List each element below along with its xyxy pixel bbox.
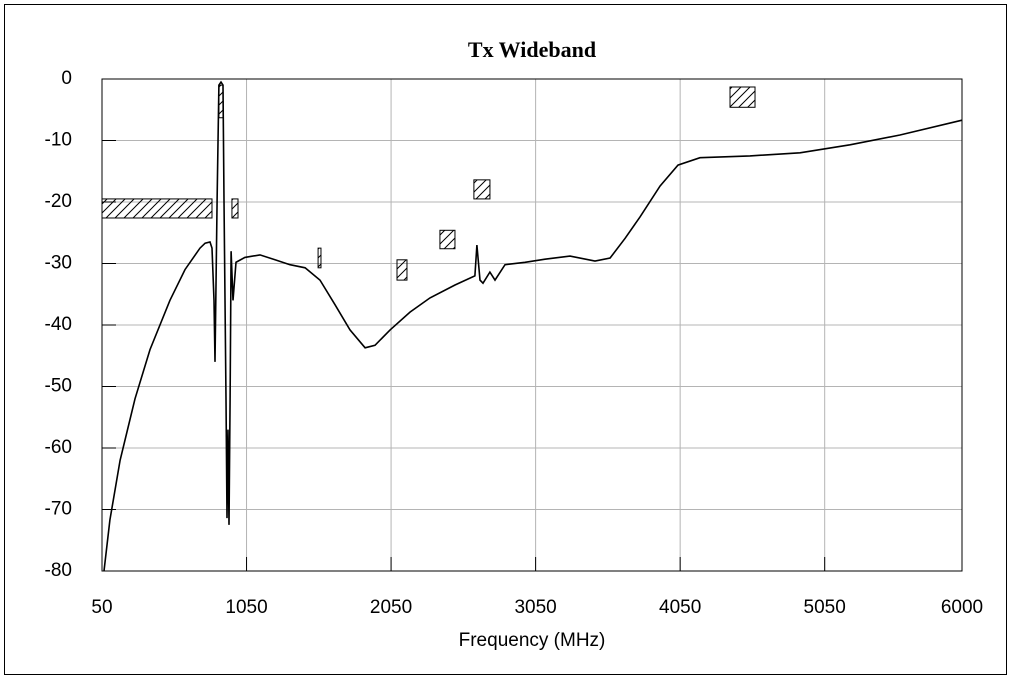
y-tick-label: -80 bbox=[45, 560, 72, 581]
limit-mask bbox=[473, 179, 491, 200]
y-tick-label: -40 bbox=[45, 314, 72, 335]
y-tick-label: -70 bbox=[45, 499, 72, 520]
limit-mask bbox=[396, 259, 408, 281]
x-tick-label: 2050 bbox=[370, 597, 412, 618]
y-tick-label: -20 bbox=[45, 191, 72, 212]
limit-mask bbox=[101, 198, 213, 219]
y-tick-label: -60 bbox=[45, 437, 72, 458]
x-tick-label: 6000 bbox=[941, 597, 983, 618]
y-tick-label: -50 bbox=[45, 376, 72, 397]
y-tick-label: 0 bbox=[61, 68, 72, 89]
limit-mask bbox=[317, 247, 322, 269]
frame bbox=[4, 4, 1007, 675]
x-tick-label: 50 bbox=[91, 597, 112, 618]
x-tick-label: 5050 bbox=[804, 597, 846, 618]
y-tick-label: -10 bbox=[45, 130, 72, 151]
limit-mask bbox=[439, 229, 456, 250]
x-tick-label: 3050 bbox=[514, 597, 556, 618]
y-tick-label: -30 bbox=[45, 253, 72, 274]
x-tick-label: 4050 bbox=[659, 597, 701, 618]
x-axis-label: Frequency (MHz) bbox=[459, 630, 606, 651]
x-tick-label: 1050 bbox=[225, 597, 267, 618]
limit-mask bbox=[231, 198, 239, 219]
chart-title: Tx Wideband bbox=[468, 37, 596, 62]
trace bbox=[103, 80, 963, 572]
limit-mask bbox=[729, 86, 756, 108]
plot-border bbox=[101, 78, 963, 572]
